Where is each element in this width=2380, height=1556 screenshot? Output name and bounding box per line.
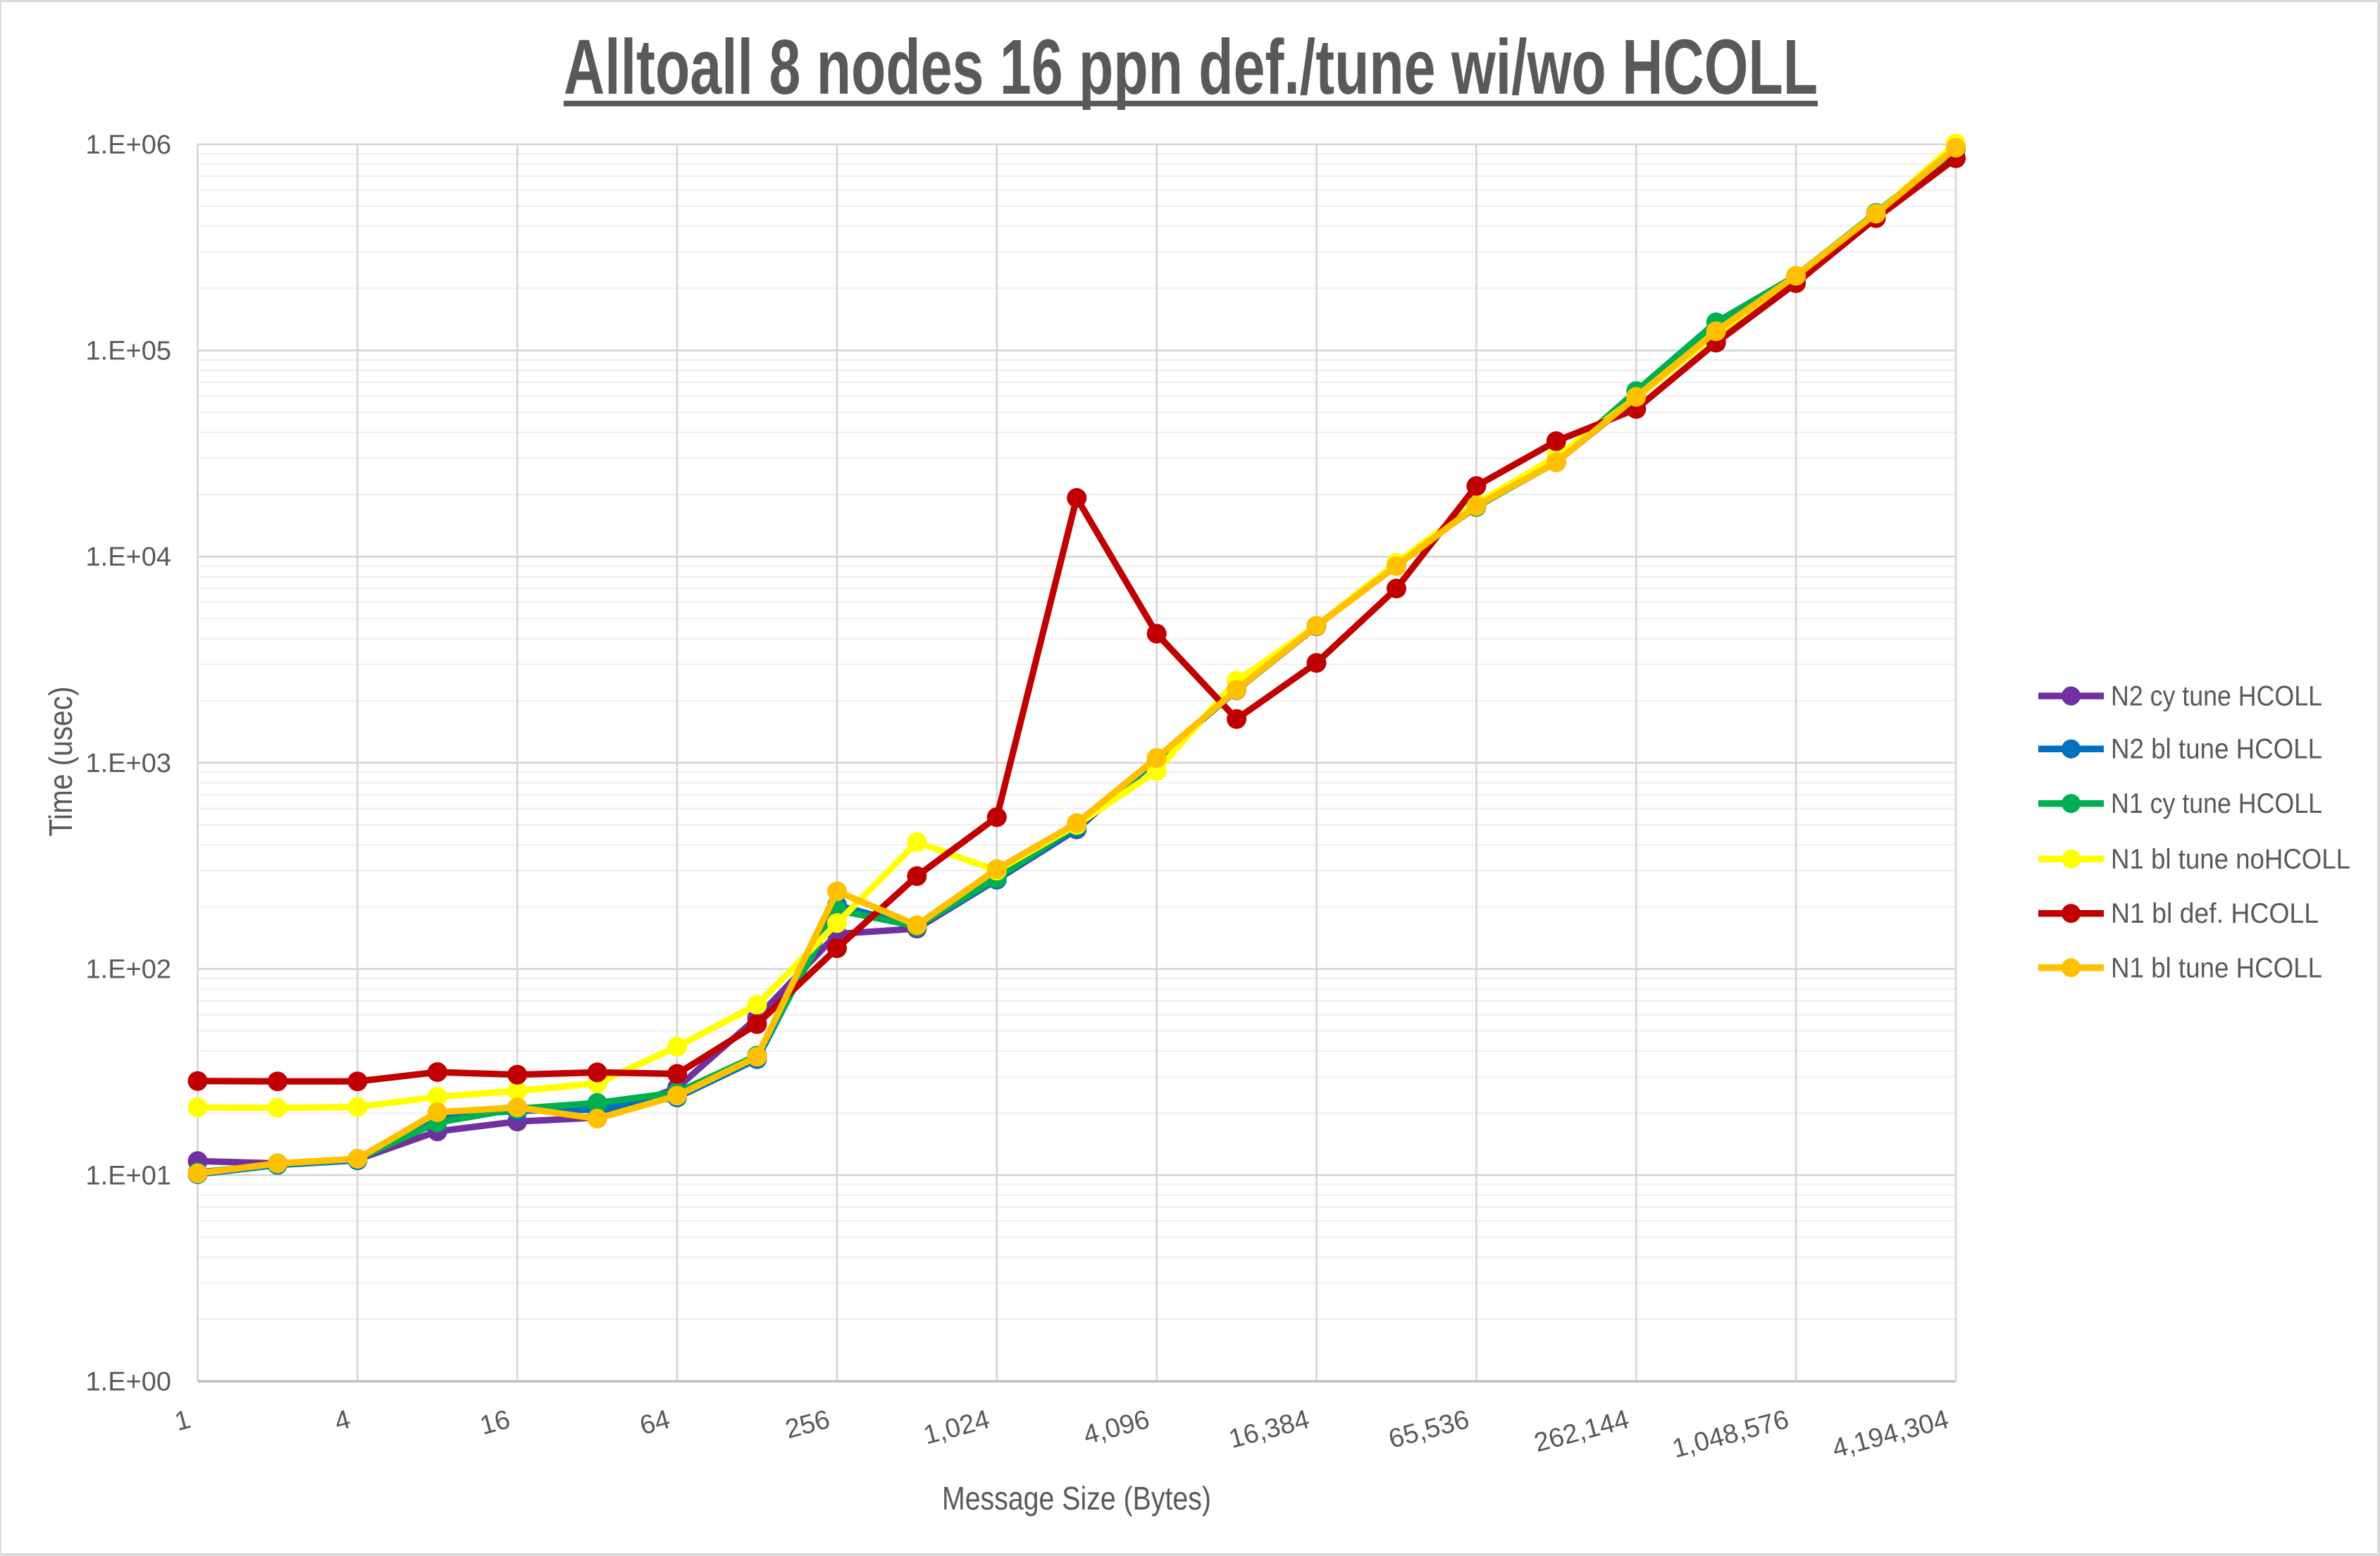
svg-text:1.E+02: 1.E+02	[86, 955, 172, 985]
svg-text:N1 bl tune noHCOLL: N1 bl tune noHCOLL	[2111, 844, 2350, 875]
svg-text:Message Size (Bytes): Message Size (Bytes)	[942, 1480, 1211, 1517]
svg-text:Time (usec): Time (usec)	[42, 687, 79, 837]
svg-text:N2 cy tune HCOLL: N2 cy tune HCOLL	[2111, 681, 2322, 712]
svg-text:1.E+05: 1.E+05	[86, 337, 172, 366]
svg-text:Alltoall 8 nodes 16 ppn def./t: Alltoall 8 nodes 16 ppn def./tune wi/wo …	[564, 24, 1818, 111]
svg-text:1.E+04: 1.E+04	[86, 542, 172, 572]
svg-text:1.E+06: 1.E+06	[86, 130, 172, 160]
svg-text:1.E+01: 1.E+01	[86, 1161, 172, 1190]
svg-text:N1 bl def. HCOLL: N1 bl def. HCOLL	[2111, 898, 2319, 929]
svg-text:N1 bl tune HCOLL: N1 bl tune HCOLL	[2111, 952, 2322, 983]
svg-text:1.E+03: 1.E+03	[86, 749, 172, 778]
svg-text:N2 bl tune HCOLL: N2 bl tune HCOLL	[2111, 734, 2322, 765]
svg-text:N1 cy tune HCOLL: N1 cy tune HCOLL	[2111, 788, 2322, 819]
svg-text:1.E+00: 1.E+00	[86, 1367, 172, 1397]
